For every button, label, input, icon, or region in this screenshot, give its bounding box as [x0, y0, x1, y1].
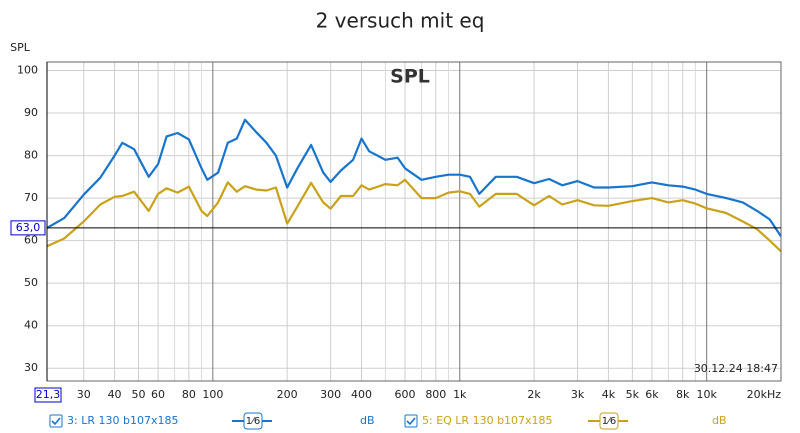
- x-tick-label: 300: [320, 388, 341, 401]
- series-line: [46, 178, 782, 253]
- plot-frame: [46, 61, 782, 382]
- legend-label[interactable]: 3: LR 130 b107x185: [67, 414, 178, 427]
- x-tick-label: 50: [132, 388, 146, 401]
- x-tick-label: 5k: [626, 388, 640, 401]
- legend-unit: dB: [360, 414, 375, 427]
- y-tick-label: 80: [24, 149, 38, 162]
- x-tick-label: 30: [77, 388, 91, 401]
- smoothing-label: 1⁄6: [246, 416, 260, 427]
- x-tick-label: 6k: [645, 388, 659, 401]
- timestamp: 30.12.24 18:47: [694, 362, 778, 375]
- x-tick-label: 40: [108, 388, 122, 401]
- x-tick-label: 3k: [571, 388, 585, 401]
- y-tick-label: 40: [24, 319, 38, 332]
- y-axis-label: SPL: [10, 41, 31, 54]
- legend-checkbox[interactable]: [49, 414, 63, 428]
- x-cursor-label: 21,3: [36, 388, 61, 401]
- y-tick-label: 50: [24, 276, 38, 289]
- y-tick-label: 70: [24, 191, 38, 204]
- grid: [47, 62, 782, 381]
- legend-check: [406, 417, 416, 426]
- y-tick-label: 100: [17, 64, 38, 77]
- x-tick-label: 600: [394, 388, 415, 401]
- smoothing-label: 1⁄6: [602, 416, 616, 427]
- smoothing-box[interactable]: [243, 412, 263, 430]
- x-tick-label: 60: [151, 388, 165, 401]
- y-tick-label: 60: [24, 234, 38, 247]
- x-tick-label: 20kHz: [747, 388, 782, 401]
- x-tick-label: 80: [182, 388, 196, 401]
- y-cursor-box: [10, 220, 46, 236]
- curves: [46, 118, 782, 253]
- y-tick-label: 30: [24, 361, 38, 374]
- x-tick-label: 800: [425, 388, 446, 401]
- x-tick-label: 8k: [676, 388, 690, 401]
- x-cursor-box: [34, 387, 62, 403]
- legend-check: [51, 417, 61, 426]
- x-tick-label: 10k: [696, 388, 717, 401]
- legend: 3: LR 130 b107x185 1⁄6 dB 5: EQ LR 130 b107…: [49, 412, 727, 430]
- x-tick-label: 100: [202, 388, 223, 401]
- x-tick-label: 200: [277, 388, 298, 401]
- x-tick-label: 4k: [602, 388, 616, 401]
- y-cursor-label: 63,0: [16, 221, 41, 234]
- plot-label: SPL: [390, 66, 430, 88]
- series-line: [46, 118, 782, 238]
- legend-unit: dB: [712, 414, 727, 427]
- chart-title: 2 versuch mit eq: [316, 9, 485, 33]
- y-tick-label: 90: [24, 106, 38, 119]
- x-tick-label: 1k: [453, 388, 467, 401]
- x-tick-label: 2k: [527, 388, 541, 401]
- legend-checkbox[interactable]: [404, 414, 418, 428]
- legend-label[interactable]: 5: EQ LR 130 b107x185: [422, 414, 553, 427]
- x-tick-label: 400: [351, 388, 372, 401]
- smoothing-box[interactable]: [599, 412, 619, 430]
